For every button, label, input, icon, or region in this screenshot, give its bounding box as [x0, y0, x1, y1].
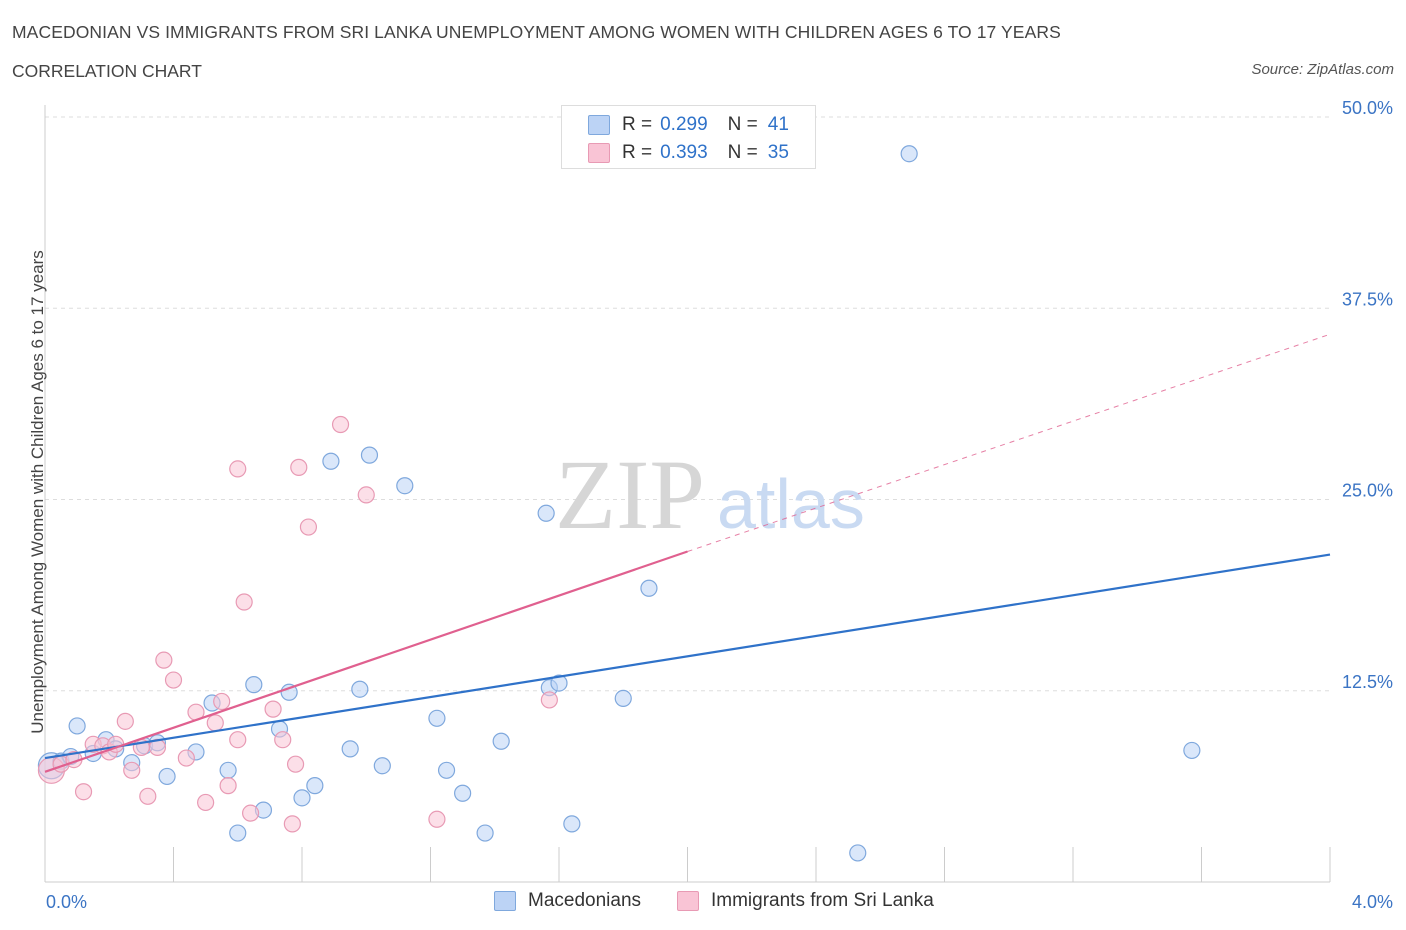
- x-tick-label: 0.0%: [46, 892, 87, 912]
- chart-subtitle: CORRELATION CHART: [12, 61, 202, 81]
- data-point-sri-lanka: [213, 692, 231, 711]
- legend-r-label: R =: [622, 142, 653, 163]
- legend-r-value: 0.393: [660, 142, 708, 163]
- y-axis-label: Unemployment Among Women with Children A…: [28, 250, 47, 734]
- data-point-macedonians: [229, 824, 247, 842]
- data-point-macedonians: [614, 689, 632, 708]
- data-point-sri-lanka: [357, 486, 375, 504]
- legend-row-sri-lanka: R = 0.393 N = 35: [588, 141, 789, 165]
- trend-line-macedonians: [44, 553, 1331, 760]
- data-point-macedonians: [900, 145, 918, 163]
- data-point-sri-lanka: [219, 777, 237, 795]
- data-point-macedonians: [454, 784, 472, 802]
- legend-label-macedonians: Macedonians: [528, 890, 642, 911]
- data-point-sri-lanka: [123, 761, 141, 779]
- x-tick-label: 4.0%: [1352, 892, 1393, 912]
- data-point-macedonians: [245, 676, 263, 694]
- legend-swatch-blue: [494, 891, 516, 911]
- source-credit: Source: ZipAtlas.com: [1251, 61, 1394, 78]
- data-point-macedonians: [1183, 741, 1201, 760]
- data-point-sri-lanka: [290, 458, 308, 476]
- data-point-macedonians: [322, 452, 340, 470]
- data-point-sri-lanka: [242, 804, 260, 822]
- watermark-zip: ZIP: [555, 439, 705, 550]
- legend-n-value: 41: [767, 114, 789, 135]
- data-point-macedonians: [640, 579, 658, 597]
- data-point-macedonians: [158, 767, 176, 786]
- bottom-legend-sri-lanka: Immigrants from Sri Lanka: [677, 890, 934, 912]
- legend-row-macedonians: R = 0.299 N = 41: [588, 113, 789, 137]
- data-point-macedonians: [306, 777, 324, 795]
- data-point-macedonians: [68, 717, 86, 735]
- watermark: ZIP atlas: [555, 439, 865, 550]
- legend-n-value: 35: [767, 142, 789, 163]
- legend-n-label: N =: [727, 142, 758, 163]
- data-point-sri-lanka: [164, 671, 183, 689]
- data-point-sri-lanka: [299, 518, 318, 536]
- data-point-sri-lanka: [428, 810, 446, 828]
- data-point-sri-lanka: [274, 731, 292, 749]
- data-point-macedonians: [373, 757, 391, 775]
- trend-layer: [44, 333, 1331, 773]
- data-point-sri-lanka: [331, 415, 350, 434]
- data-point-sri-lanka: [283, 815, 301, 833]
- data-point-macedonians: [428, 709, 446, 727]
- data-point-macedonians: [396, 477, 414, 495]
- legend-n-label: N =: [727, 114, 758, 135]
- legend-r-label: R =: [622, 114, 653, 135]
- trend-line-sri-lanka-extension: [687, 333, 1331, 552]
- y-tick-label: 50.0%: [1342, 98, 1393, 118]
- data-point-macedonians: [341, 740, 359, 758]
- watermark-atlas: atlas: [717, 465, 865, 543]
- correlation-legend: R = 0.299 N = 41 R = 0.393 N = 35: [561, 105, 816, 169]
- data-point-macedonians: [280, 683, 298, 701]
- data-point-macedonians: [492, 732, 510, 750]
- data-point-sri-lanka: [197, 793, 215, 812]
- data-point-macedonians: [293, 789, 311, 807]
- legend-r-value: 0.299: [660, 114, 708, 135]
- data-point-sri-lanka: [177, 749, 195, 767]
- y-tick-label: 12.5%: [1342, 672, 1393, 692]
- legend-label-sri-lanka: Immigrants from Sri Lanka: [711, 890, 934, 911]
- tick-labels-layer: 12.5% 25.0% 37.5% 50.0% 0.0% 4.0%: [46, 98, 1393, 912]
- data-point-macedonians: [360, 446, 379, 464]
- data-point-macedonians: [437, 761, 456, 779]
- data-point-sri-lanka: [74, 783, 93, 801]
- data-point-sri-lanka: [286, 755, 305, 773]
- y-tick-label: 25.0%: [1342, 481, 1393, 501]
- data-point-macedonians: [550, 674, 568, 692]
- data-point-sri-lanka: [235, 593, 253, 611]
- data-point-macedonians: [219, 761, 237, 779]
- legend-swatch-pink: [677, 891, 699, 911]
- data-point-sri-lanka: [116, 712, 134, 730]
- axis-layer: [44, 105, 1331, 883]
- data-point-sri-lanka: [264, 700, 282, 718]
- data-point-sri-lanka: [540, 691, 558, 709]
- data-point-sri-lanka: [229, 460, 247, 478]
- legend-swatch-blue: [588, 115, 610, 135]
- legend-swatch-pink: [588, 143, 610, 163]
- data-point-sri-lanka: [155, 651, 173, 669]
- data-point-macedonians: [476, 824, 494, 842]
- data-point-macedonians: [849, 844, 867, 862]
- data-point-sri-lanka: [206, 714, 224, 732]
- data-point-sri-lanka: [229, 731, 247, 749]
- data-point-macedonians: [563, 815, 581, 833]
- data-point-macedonians: [351, 680, 369, 698]
- bottom-legend-macedonians: Macedonians: [494, 890, 641, 912]
- trend-line-sri-lanka: [44, 550, 688, 773]
- data-point-macedonians: [537, 504, 555, 522]
- y-tick-label: 37.5%: [1342, 289, 1393, 309]
- data-point-sri-lanka: [139, 787, 157, 805]
- chart-title: MACEDONIAN VS IMMIGRANTS FROM SRI LANKA …: [12, 22, 1061, 42]
